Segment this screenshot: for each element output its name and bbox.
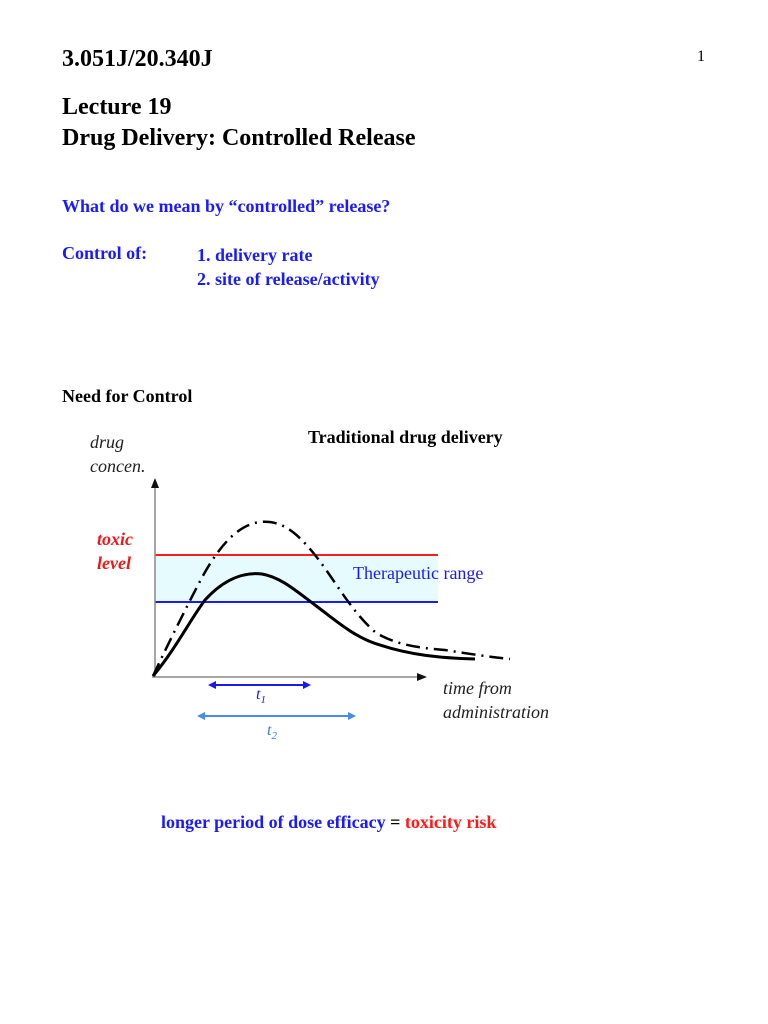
x-axis-label-line1: time from bbox=[443, 678, 512, 698]
t2-subscript: 2 bbox=[271, 730, 277, 743]
lecture-heading: Lecture 19 Drug Delivery: Controlled Rel… bbox=[62, 92, 415, 154]
figure-title: Traditional drug delivery bbox=[308, 427, 503, 447]
conclusion-equals: = bbox=[385, 812, 405, 832]
control-item-site: 2. site of release/activity bbox=[197, 269, 380, 289]
t2-right-arrow-icon bbox=[348, 712, 356, 720]
intro-question: What do we mean by “controlled” release? bbox=[62, 196, 391, 216]
x-axis-label-line2: administration bbox=[443, 702, 550, 722]
t2-left-arrow-icon bbox=[197, 712, 205, 720]
conclusion-left: longer period of dose efficacy bbox=[161, 812, 386, 832]
therapeutic-band bbox=[155, 555, 438, 602]
y-axis-arrow-icon bbox=[151, 478, 159, 488]
conclusion-right: toxicity risk bbox=[404, 812, 497, 832]
control-list: 1. delivery rate 2. site of release/acti… bbox=[197, 243, 380, 291]
t1-subscript: 1 bbox=[260, 694, 266, 707]
y-axis-label-line2: concen. bbox=[90, 456, 146, 476]
x-axis-arrow-icon bbox=[417, 673, 427, 681]
x-axis-label: time from administration bbox=[443, 676, 549, 724]
lecture-title: Drug Delivery: Controlled Release bbox=[62, 125, 416, 151]
conclusion-statement: longer period of dose efficacy = toxicit… bbox=[161, 812, 496, 833]
toxic-label-line1: toxic bbox=[97, 529, 133, 549]
t2-label: t2 bbox=[267, 722, 277, 742]
t1-label: t1 bbox=[256, 686, 266, 706]
t2-symbol: t bbox=[267, 722, 272, 739]
lecture-number: Lecture 19 bbox=[62, 94, 172, 120]
course-number: 3.051J/20.340J bbox=[62, 46, 213, 72]
dashdot-dose-curve bbox=[151, 520, 511, 677]
solid-dose-curve bbox=[151, 572, 476, 677]
page-number: 1 bbox=[697, 48, 705, 65]
y-axis-label-line1: drug bbox=[90, 432, 125, 452]
section-heading: Need for Control bbox=[62, 386, 193, 406]
t1-right-arrow-icon bbox=[303, 681, 311, 689]
control-item-rate: 1. delivery rate bbox=[197, 245, 313, 265]
toxic-level-label: toxic level bbox=[97, 527, 133, 575]
t1-left-arrow-icon bbox=[208, 681, 216, 689]
therapeutic-range-label: Therapeutic range bbox=[353, 563, 484, 583]
control-label: Control of: bbox=[62, 243, 148, 263]
toxic-label-line2: level bbox=[97, 553, 131, 573]
y-axis-label: drug concen. bbox=[90, 430, 145, 478]
t1-symbol: t bbox=[256, 686, 261, 703]
